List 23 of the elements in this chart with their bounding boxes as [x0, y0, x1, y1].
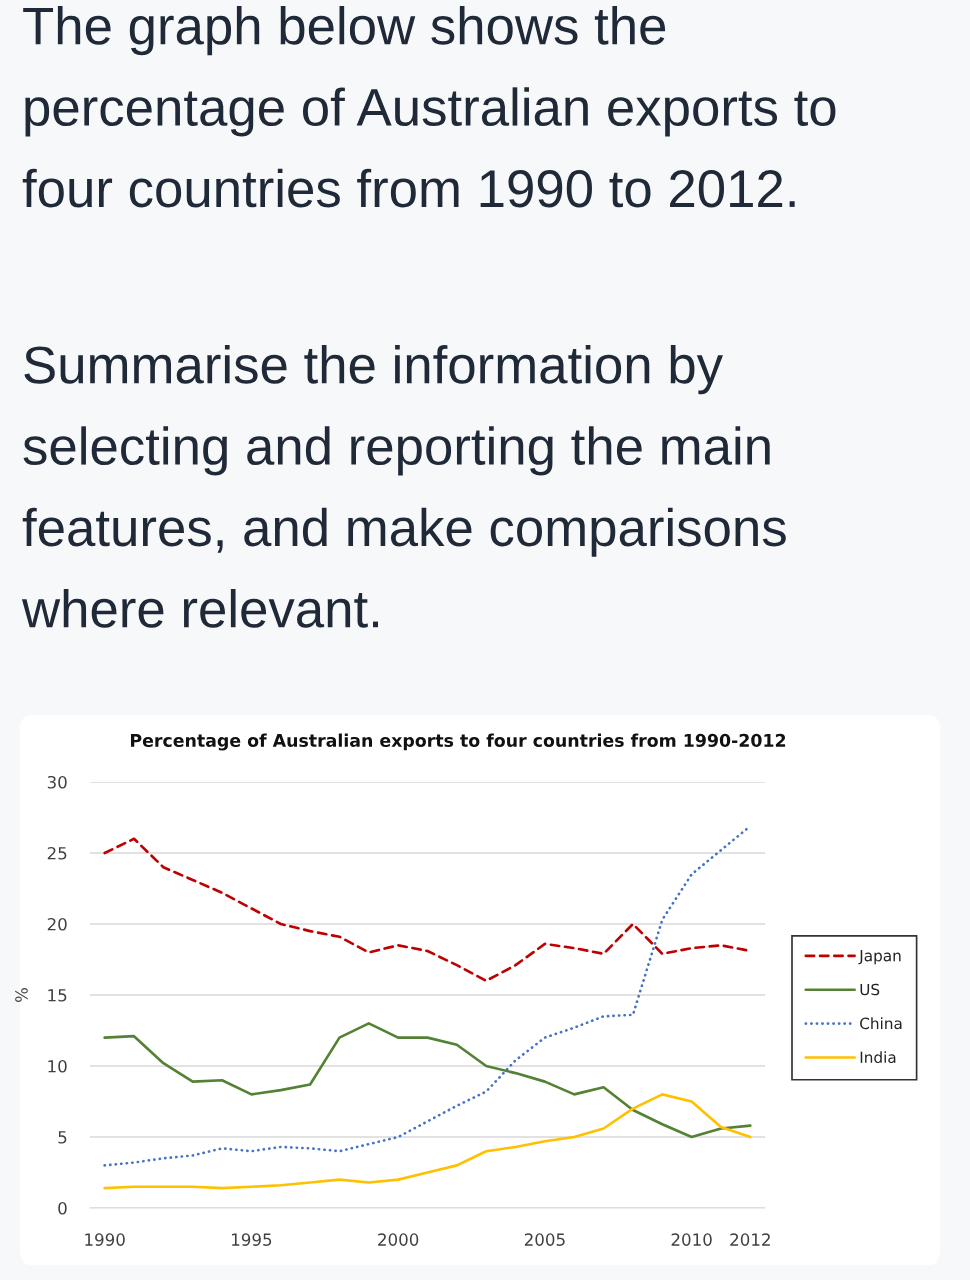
text: The graph below shows the percentage of Australian exports to four countries from 1990 to 2012. [22, 6, 836, 208]
x-tick-label: 2005 [524, 1233, 565, 1246]
y-tick-label: 20 [47, 917, 67, 931]
line-series [103, 1022, 752, 1139]
x-tick-label: 2012 [730, 1233, 770, 1246]
x-tick-label: 2010 [671, 1233, 712, 1246]
x-tick-label: 2000 [378, 1233, 419, 1246]
legend-label: US [860, 983, 880, 996]
y-tick-label: 30 [47, 775, 67, 789]
legend-label: India [860, 1051, 896, 1064]
x-tick-label: 1995 [232, 1233, 272, 1246]
y-tick-label: 10 [48, 1059, 67, 1073]
text: Summarise the information by selecting and reporting the main features, and make comparisons where relevant. [21, 345, 786, 628]
x-tick-label: 1990 [85, 1233, 125, 1246]
y-axis-title: % [15, 988, 28, 1002]
y-tick-label: 0 [58, 1201, 67, 1215]
chart-title: Percentage of Australian exports to four countries from 1990-2012 [131, 733, 786, 751]
y-tick-label: 15 [48, 989, 67, 1002]
line-series [103, 1093, 752, 1190]
y-tick-label: 25 [47, 846, 67, 860]
legend-label: China [860, 1017, 902, 1030]
legend-label: Japan [858, 950, 901, 965]
y-tick-label: 5 [58, 1131, 67, 1144]
